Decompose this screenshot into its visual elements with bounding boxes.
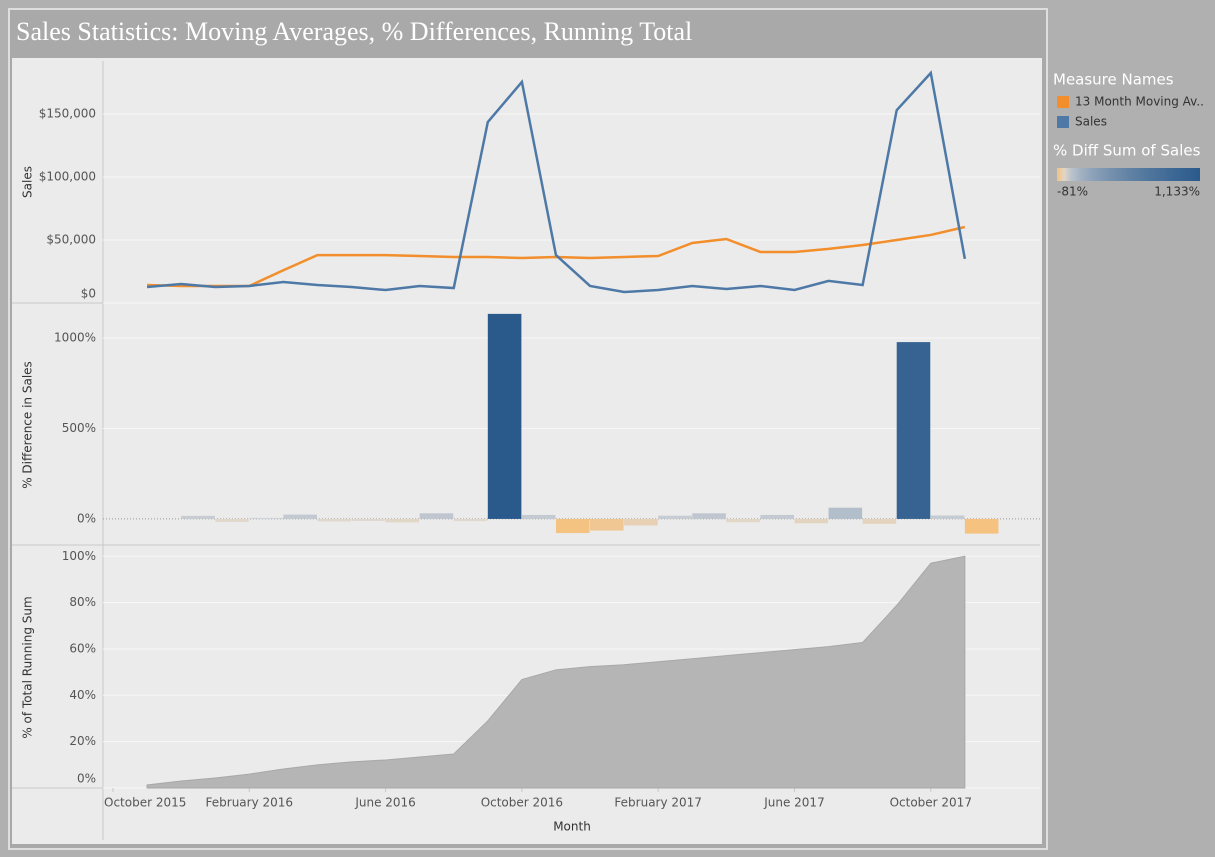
bar (317, 518, 352, 522)
bar (419, 513, 454, 519)
bar (181, 515, 215, 519)
bar (692, 513, 726, 519)
y-tick-label: 0% (77, 511, 96, 525)
x-axis-title: Month (553, 820, 591, 834)
bar (828, 507, 863, 519)
color-legend-title: % Diff Sum of Sales (1053, 142, 1201, 160)
x-tick-label: October 2016 (481, 796, 563, 810)
bar (283, 514, 317, 519)
x-tick-label: October 2015 (104, 796, 186, 810)
legend-title: Measure Names (1053, 71, 1174, 89)
y-tick-label: 1000% (54, 330, 96, 344)
bar (964, 518, 999, 534)
x-tick-label: February 2016 (206, 796, 294, 810)
bar (930, 515, 965, 519)
series-line (146, 70, 967, 294)
bar (385, 518, 420, 523)
bar (555, 518, 590, 534)
y-axis-title: % Difference in Sales (21, 361, 35, 489)
y-tick-label: $100,000 (39, 169, 96, 183)
bar (726, 518, 760, 523)
color-legend-ramp (1057, 168, 1200, 181)
x-tick-label: October 2017 (890, 796, 972, 810)
bar (794, 518, 829, 524)
legend-swatch (1057, 96, 1069, 108)
y-tick-label: 500% (62, 421, 96, 435)
legend-label: 13 Month Moving Av.. (1075, 95, 1204, 109)
bar (521, 514, 556, 519)
y-tick-label: $0 (81, 287, 96, 301)
y-axis-title: Sales (21, 166, 35, 198)
y-tick-label: 100% (62, 549, 96, 563)
running-total-area (146, 555, 966, 789)
y-tick-label: 60% (69, 641, 96, 655)
y-axis-title: % of Total Running Sum (21, 596, 35, 738)
x-tick-label: February 2017 (614, 796, 702, 810)
y-tick-label: 0% (77, 772, 96, 786)
y-tick-label: $150,000 (39, 106, 96, 120)
color-legend-max: 1,133% (1154, 185, 1200, 199)
x-tick-label: June 2017 (763, 796, 825, 810)
bar (487, 313, 522, 519)
bar (590, 518, 624, 531)
bar (760, 514, 794, 519)
series-line (147, 225, 966, 288)
x-tick-label: June 2016 (354, 796, 416, 810)
legend-label: Sales (1075, 115, 1107, 129)
bar (249, 517, 283, 519)
dashboard-title: Sales Statistics: Moving Averages, % Dif… (16, 17, 692, 46)
bar (896, 342, 931, 519)
legend-swatch (1057, 116, 1069, 128)
bar (351, 518, 386, 521)
bar (658, 515, 692, 519)
y-tick-label: 80% (69, 595, 96, 609)
y-tick-label: 40% (69, 688, 96, 702)
bar (215, 518, 249, 522)
y-tick-label: 20% (69, 734, 96, 748)
color-legend-min: -81% (1057, 185, 1088, 199)
bar (862, 518, 897, 524)
y-tick-label: $50,000 (46, 232, 96, 246)
bar (624, 518, 658, 526)
bar (453, 518, 488, 522)
